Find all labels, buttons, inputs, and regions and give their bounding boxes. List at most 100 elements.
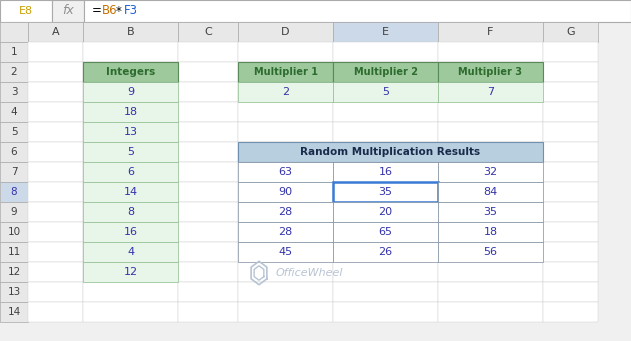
Text: *: *	[116, 4, 122, 17]
Bar	[438, 182, 543, 202]
Bar	[83, 62, 178, 82]
Bar	[83, 182, 178, 202]
Bar	[83, 222, 178, 242]
Bar	[238, 242, 333, 262]
Text: 28: 28	[278, 207, 293, 217]
Bar	[238, 302, 333, 322]
Bar	[28, 22, 83, 42]
Bar	[178, 202, 238, 222]
Text: Random Multiplication Results: Random Multiplication Results	[300, 147, 481, 157]
Bar	[438, 42, 543, 62]
Text: 6: 6	[127, 167, 134, 177]
Text: 13: 13	[124, 127, 138, 137]
Bar	[28, 282, 83, 302]
Bar	[28, 122, 83, 142]
Bar	[333, 262, 438, 282]
Bar	[543, 262, 598, 282]
Bar	[543, 162, 598, 182]
Bar	[0, 22, 28, 42]
Bar	[28, 42, 83, 62]
Bar	[0, 282, 28, 302]
Bar	[238, 42, 333, 62]
Bar	[333, 202, 438, 222]
Text: 20: 20	[379, 207, 392, 217]
Text: Multiplier 2: Multiplier 2	[353, 67, 418, 77]
Text: fx: fx	[62, 4, 74, 17]
Bar	[543, 22, 598, 42]
Bar	[28, 202, 83, 222]
Text: 10: 10	[8, 227, 21, 237]
Bar	[238, 282, 333, 302]
Text: F3: F3	[124, 4, 138, 17]
Bar	[333, 242, 438, 262]
Bar	[438, 222, 543, 242]
Text: 4: 4	[11, 107, 17, 117]
Text: 9: 9	[11, 207, 17, 217]
Bar	[28, 62, 83, 82]
Text: 56: 56	[483, 247, 497, 257]
Bar	[238, 242, 333, 262]
Text: 16: 16	[124, 227, 138, 237]
Bar	[178, 22, 238, 42]
Bar	[83, 122, 178, 142]
Bar	[0, 242, 28, 262]
Text: B6: B6	[102, 4, 117, 17]
Text: C: C	[204, 27, 212, 37]
Bar	[0, 62, 28, 82]
Bar	[238, 142, 543, 162]
Bar	[333, 82, 438, 102]
Bar	[333, 62, 438, 82]
Text: B: B	[127, 27, 134, 37]
Text: 9: 9	[127, 87, 134, 97]
Text: E: E	[382, 27, 389, 37]
Bar	[333, 182, 438, 202]
Bar	[438, 162, 543, 182]
Bar	[83, 282, 178, 302]
Bar	[83, 242, 178, 262]
Text: 35: 35	[379, 187, 392, 197]
Bar	[178, 222, 238, 242]
Bar	[178, 162, 238, 182]
Text: 12: 12	[8, 267, 21, 277]
Bar	[84, 0, 631, 22]
Bar	[0, 142, 28, 162]
Bar	[438, 122, 543, 142]
Text: D: D	[281, 27, 290, 37]
Text: 18: 18	[124, 107, 138, 117]
Text: 7: 7	[487, 87, 494, 97]
Bar	[83, 42, 178, 62]
Bar	[178, 262, 238, 282]
Text: 7: 7	[11, 167, 17, 177]
Bar	[28, 262, 83, 282]
Bar	[543, 182, 598, 202]
Bar	[333, 82, 438, 102]
Bar	[438, 262, 543, 282]
Bar	[178, 282, 238, 302]
Text: 14: 14	[124, 187, 138, 197]
Text: 8: 8	[11, 187, 17, 197]
Bar	[0, 202, 28, 222]
Bar	[83, 122, 178, 142]
Bar	[83, 162, 178, 182]
Bar	[543, 82, 598, 102]
Bar	[543, 202, 598, 222]
Text: 3: 3	[11, 87, 17, 97]
Bar	[438, 202, 543, 222]
Bar	[83, 162, 178, 182]
Bar	[333, 222, 438, 242]
Text: G: G	[566, 27, 575, 37]
Bar	[333, 122, 438, 142]
Text: 1: 1	[11, 47, 17, 57]
Text: 2: 2	[11, 67, 17, 77]
Text: E8: E8	[19, 6, 33, 16]
Bar	[178, 62, 238, 82]
Text: 63: 63	[278, 167, 293, 177]
Bar	[52, 0, 84, 22]
Bar	[178, 242, 238, 262]
Bar	[28, 82, 83, 102]
Bar	[83, 262, 178, 282]
Text: 13: 13	[8, 287, 21, 297]
Bar	[238, 62, 333, 82]
Bar	[438, 62, 543, 82]
Bar	[238, 62, 333, 82]
